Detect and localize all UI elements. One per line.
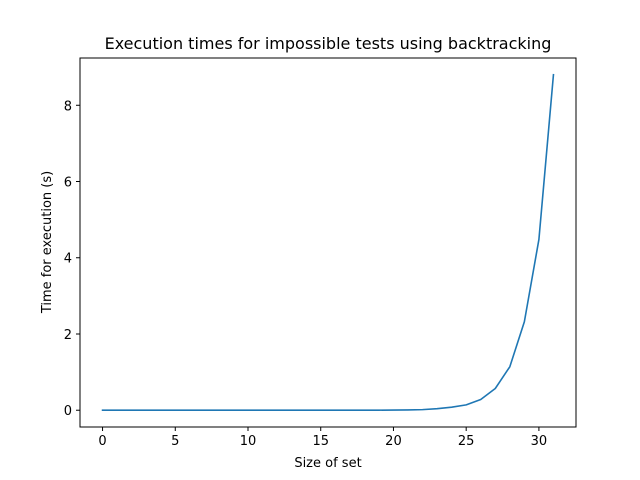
x-tick-label: 20 xyxy=(385,434,402,449)
y-tick-label: 2 xyxy=(64,328,72,343)
y-tick-label: 8 xyxy=(64,99,72,114)
chart-title: Execution times for impossible tests usi… xyxy=(105,34,552,53)
y-axis-ticks: 0 2 4 6 8 xyxy=(64,99,80,419)
series-line-0 xyxy=(101,73,555,412)
x-tick-label: 30 xyxy=(531,434,548,449)
y-tick-label: 0 xyxy=(64,404,72,419)
x-axis-label: Size of set xyxy=(294,456,361,471)
y-tick-label: 4 xyxy=(64,252,72,267)
y-tick-label: 6 xyxy=(64,176,72,191)
x-tick-label: 10 xyxy=(240,434,257,449)
x-tick-label: 5 xyxy=(171,434,179,449)
x-tick-label: 15 xyxy=(312,434,329,449)
plot-area xyxy=(79,57,577,428)
x-axis-ticks: 0 5 10 15 20 25 30 xyxy=(98,427,547,449)
x-tick-label: 25 xyxy=(458,434,475,449)
x-tick-label: 0 xyxy=(98,434,106,449)
y-axis-label: Time for execution (s) xyxy=(40,171,55,314)
plot-frame xyxy=(79,57,577,428)
